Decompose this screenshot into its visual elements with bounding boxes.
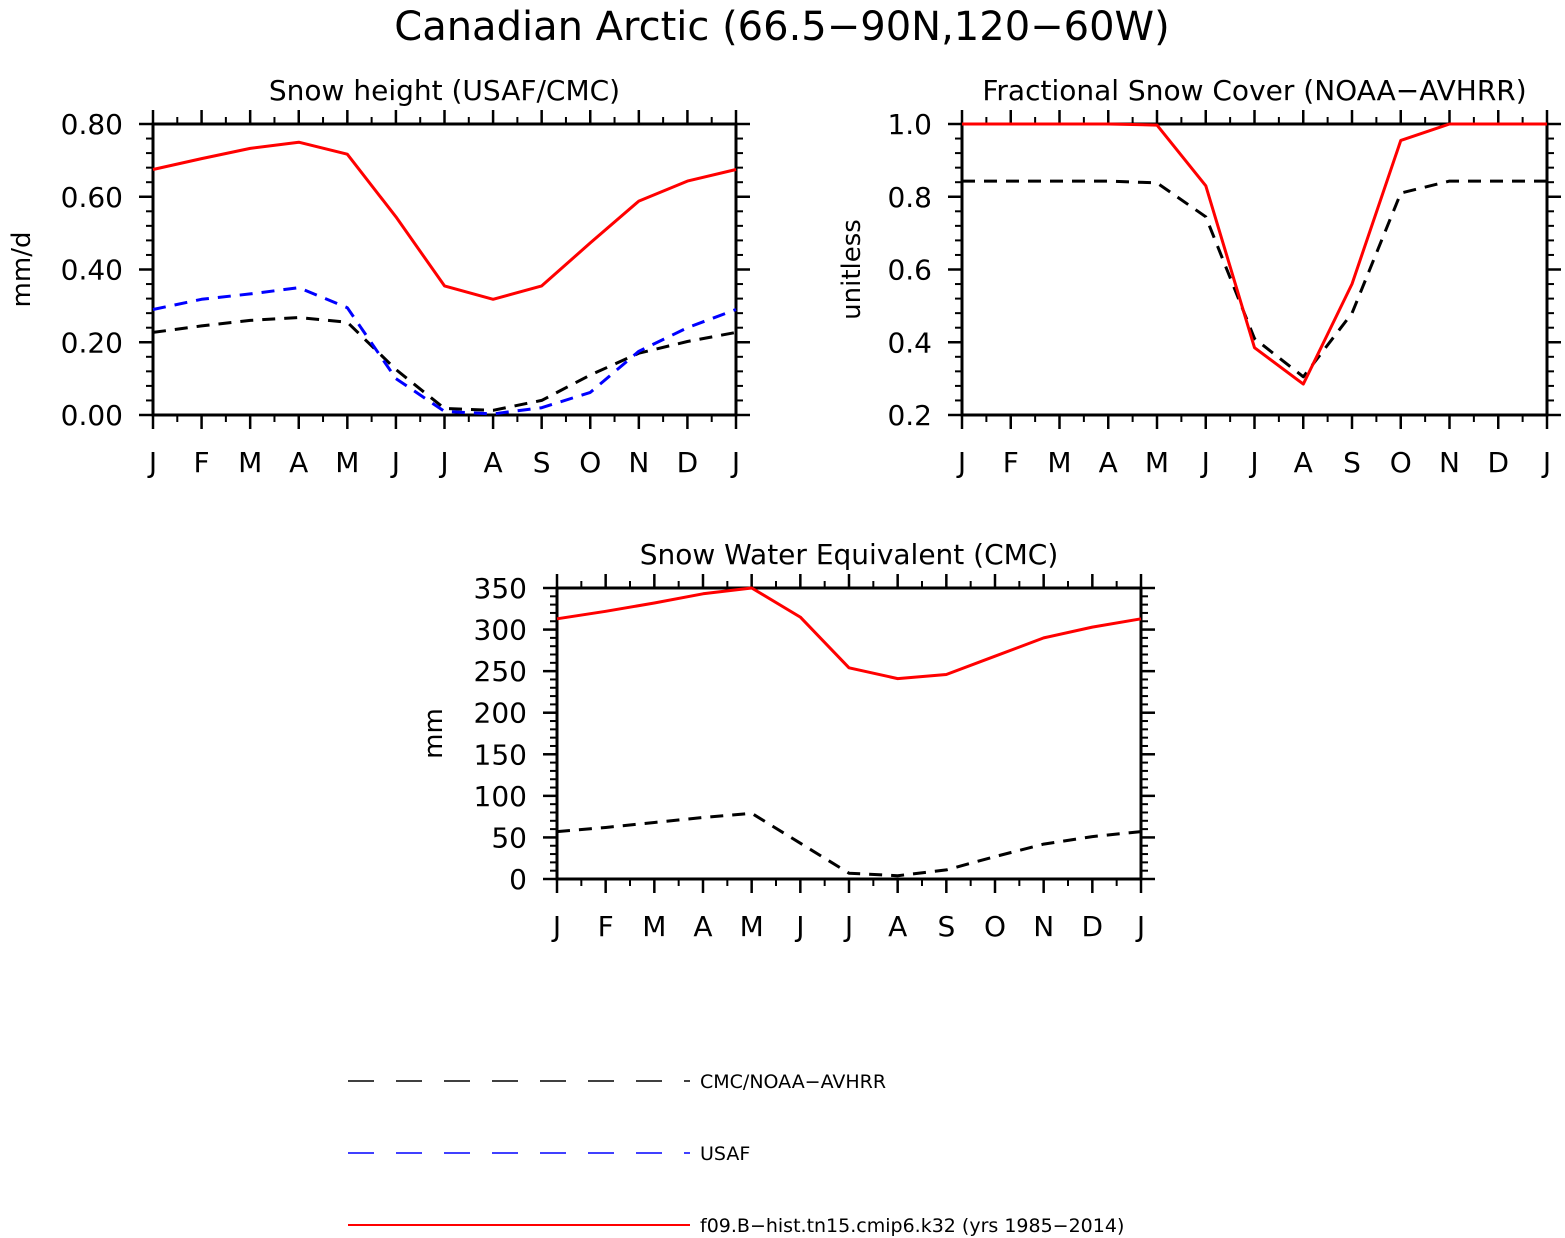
series-line-cmc-noaa-avhrr (152, 316, 737, 412)
x-tick-label: J (1248, 446, 1258, 479)
y-axis-label: mm/d (7, 232, 37, 308)
series-line-cmc-noaa-avhrr (962, 179, 1547, 379)
x-tick-label: F (598, 910, 614, 943)
y-tick-label: 350 (474, 572, 527, 605)
x-tick-label: J (1541, 446, 1551, 479)
series-line-usaf (152, 286, 737, 416)
y-tick-label: 200 (474, 697, 527, 730)
x-tick-label: J (1135, 910, 1145, 943)
y-tick-label: 0.40 (61, 254, 123, 287)
x-tick-label: N (1033, 910, 1054, 943)
y-tick-label: 0.6 (887, 254, 932, 287)
y-tick-label: 0.20 (61, 326, 123, 359)
x-tick-label: J (730, 446, 740, 479)
x-tick-label: S (937, 910, 955, 943)
y-tick-label: 0.2 (887, 399, 932, 432)
series-line-model (962, 122, 1547, 386)
y-tick-label: 250 (474, 655, 527, 688)
panel-snow-height: Snow height (USAF/CMC)mm/dJ F M A M J J A S O N D J0… (7, 74, 750, 479)
plot-frame (555, 586, 1143, 881)
x-tick-label: J (1200, 446, 1210, 479)
y-tick-label: 0.00 (61, 399, 123, 432)
y-tick-label: 0.80 (61, 108, 123, 141)
panel-title: Snow Water Equivalent (CMC) (640, 538, 1059, 571)
y-tick-label: 1.0 (887, 108, 932, 141)
plot-frame (151, 122, 738, 417)
x-tick-label: A (1099, 446, 1118, 479)
x-tick-label: O (579, 446, 601, 479)
panel-title: Fractional Snow Cover (NOAA−AVHRR) (982, 74, 1526, 107)
y-tick-label: 0.60 (61, 181, 123, 214)
series-line-model (152, 140, 737, 301)
x-tick-label: J (794, 910, 804, 943)
y-tick-label: 0.8 (887, 181, 932, 214)
x-tick-label: N (628, 446, 649, 479)
x-tick-label: M (335, 446, 359, 479)
x-tick-label: F (1003, 446, 1019, 479)
x-tick-label: D (1082, 910, 1104, 943)
x-tick-label: J (147, 446, 157, 479)
x-tick-label: O (984, 910, 1006, 943)
series-line-cmc-noaa-avhrr (556, 811, 1142, 878)
x-tick-label: J (438, 446, 448, 479)
x-tick-label: M (1047, 446, 1071, 479)
x-tick-label: O (1390, 446, 1412, 479)
panel-fractional-snow-cover: Fractional Snow Cover (NOAA−AVHRR) unitle… (837, 74, 1561, 479)
x-tick-label: M (1145, 446, 1169, 479)
x-tick-label: M (642, 910, 666, 943)
legend-label: f09.B−hist.tn15.cmip6.k32 (yrs 1985−2014… (700, 1215, 1124, 1237)
x-tick-label: F (194, 446, 210, 479)
x-tick-label: M (740, 910, 764, 943)
y-tick-label: 300 (474, 614, 527, 647)
x-tick-label: J (551, 910, 561, 943)
legend-label: USAF (700, 1143, 750, 1165)
x-tick-label: A (888, 910, 907, 943)
x-tick-label: A (289, 446, 308, 479)
x-tick-label: A (484, 446, 503, 479)
x-tick-label: J (843, 910, 853, 943)
x-tick-label: D (1487, 446, 1509, 479)
y-tick-label: 0.4 (887, 326, 932, 359)
legend-label: CMC/NOAA−AVHRR (700, 1071, 886, 1093)
series-line-model (556, 586, 1142, 681)
x-tick-label: J (390, 446, 400, 479)
x-tick-label: D (677, 446, 699, 479)
y-tick-label: 0 (509, 863, 527, 896)
x-tick-label: S (533, 446, 551, 479)
panel-snow-water-equivalent: Snow Water Equivalent (CMC)mmJ F M A M J J A S O N… (419, 538, 1155, 943)
panel-title: Snow height (USAF/CMC) (269, 74, 620, 107)
y-axis-label: unitless (837, 219, 867, 320)
x-tick-label: A (1294, 446, 1313, 479)
y-axis-label: mm (419, 708, 449, 759)
y-tick-label: 50 (491, 821, 527, 854)
plot-frame (960, 122, 1549, 417)
y-tick-label: 100 (474, 780, 527, 813)
figure-title: Canadian Arctic (66.5−90N,120−60W) (394, 4, 1169, 50)
x-tick-label: M (238, 446, 262, 479)
x-tick-label: N (1439, 446, 1460, 479)
x-tick-label: A (693, 910, 712, 943)
x-tick-label: S (1343, 446, 1361, 479)
x-tick-label: J (956, 446, 966, 479)
legend: CMC/NOAA−AVHRR USAF f09.B−hist.tn15.cmip6.… (348, 1071, 1124, 1237)
y-tick-label: 150 (474, 738, 527, 771)
